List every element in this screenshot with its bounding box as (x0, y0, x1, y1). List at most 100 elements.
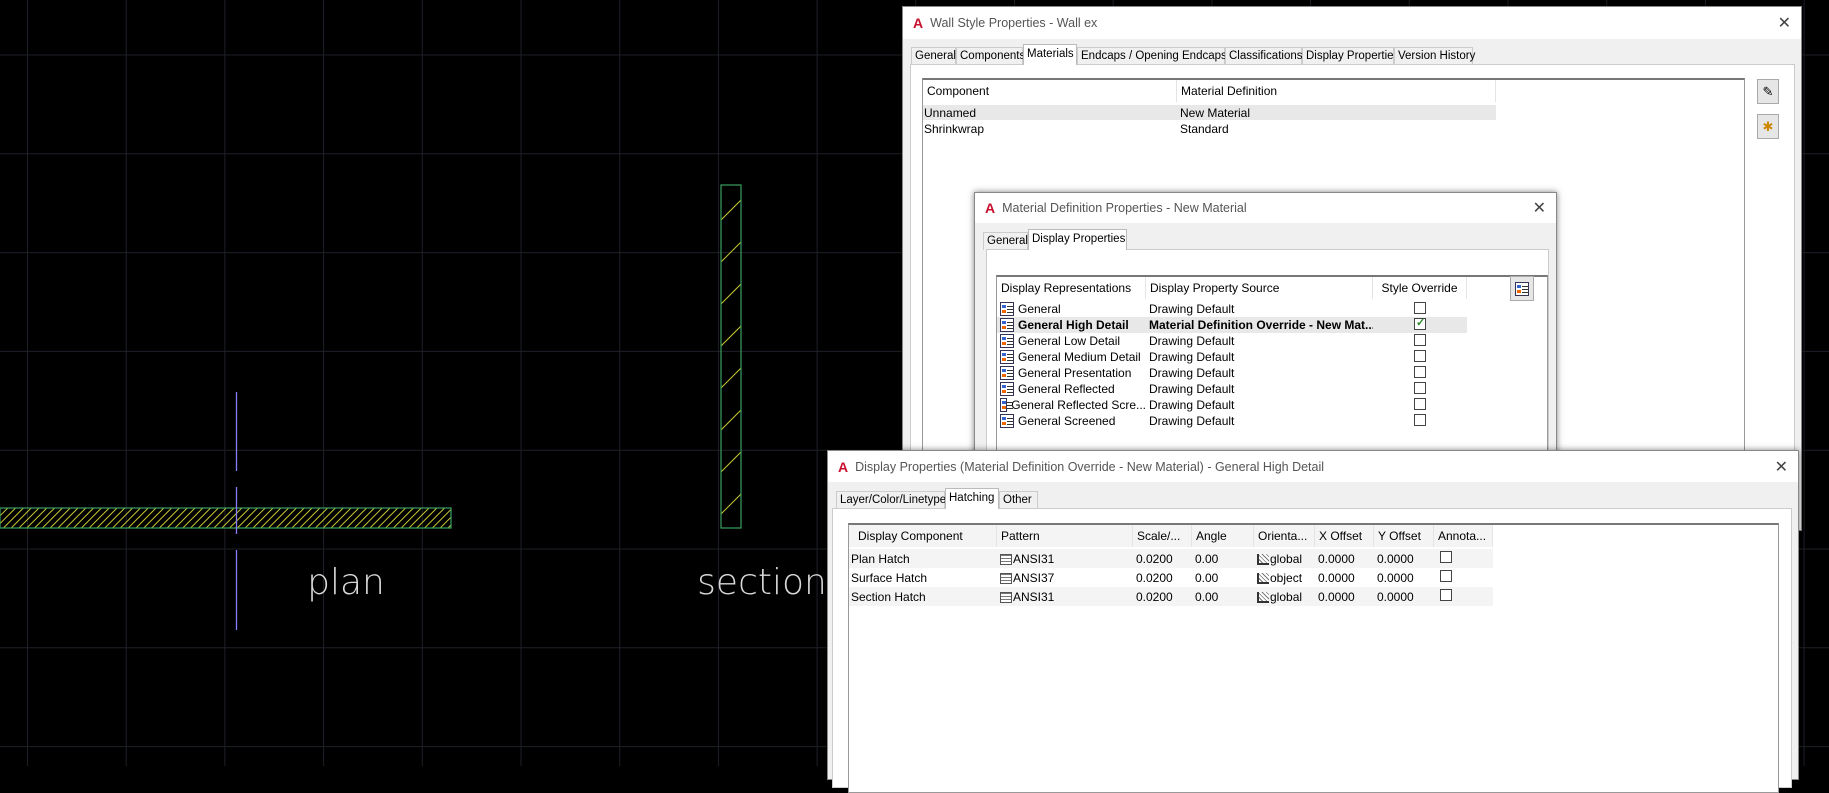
style-override-checkbox[interactable] (1414, 349, 1426, 362)
tab-components[interactable]: Components (956, 47, 1025, 65)
table-row[interactable]: Section Hatch ANSI31 0.0200 0.00 global 0.000… (849, 587, 1493, 606)
list-item[interactable]: Unnamed New Material (923, 105, 1496, 120)
tab-classifications[interactable]: Classifications (1225, 47, 1303, 65)
style-override-checkbox[interactable] (1414, 317, 1426, 330)
scale-value: 0.0200 (1136, 551, 1173, 566)
pattern-value: ANSI31 (1013, 551, 1055, 566)
style-override-checkbox[interactable] (1414, 333, 1426, 346)
component-cell: Surface Hatch (849, 571, 997, 585)
scale-cell[interactable]: 0.0200 (1133, 590, 1192, 604)
column-header-style-override[interactable]: Style Override (1373, 277, 1467, 299)
display-representation-icon (1000, 382, 1014, 396)
scale-cell[interactable]: 0.0200 (1133, 552, 1192, 566)
style-override-checkbox[interactable] (1414, 301, 1426, 314)
angle-cell[interactable]: 0.00 (1192, 590, 1254, 604)
list-item[interactable]: General Drawing Default (997, 301, 1467, 317)
list-item[interactable]: Shrinkwrap Standard (923, 121, 1496, 136)
hatch-line (393, 508, 414, 528)
new-material-button[interactable]: ✱ (1757, 114, 1779, 139)
y-offset-cell[interactable]: 0.0000 (1374, 590, 1434, 604)
hatching-components-list[interactable]: Display Component Pattern Scale/... Angle Or… (848, 523, 1779, 793)
list-item[interactable]: General Presentation Drawing Default (997, 365, 1467, 381)
display-property-source: Drawing Default (1149, 398, 1235, 412)
annotative-checkbox[interactable] (1440, 551, 1452, 563)
display-property-source: Drawing Default (1149, 350, 1235, 364)
title-bar[interactable]: A Material Definition Properties - New M… (975, 193, 1556, 223)
angle-cell[interactable]: 0.00 (1192, 552, 1254, 566)
column-header-component[interactable]: Component (923, 80, 1177, 102)
tab-materials[interactable]: Materials (1023, 44, 1077, 65)
title-bar[interactable]: A Wall Style Properties - Wall ex ✕ (903, 7, 1801, 39)
tab-version-history[interactable]: Version History (1394, 47, 1475, 65)
title-bar[interactable]: A Display Properties (Material Definitio… (828, 451, 1798, 482)
x-offset-cell[interactable]: 0.0000 (1315, 571, 1374, 585)
hatch-line (361, 508, 383, 528)
scale-cell[interactable]: 0.0200 (1133, 571, 1192, 585)
list-header: Display Component Pattern Scale/... Angle Or… (849, 525, 1493, 547)
hatch-line (166, 508, 188, 528)
tab-other[interactable]: Other (999, 491, 1038, 509)
y-offset-cell[interactable]: 0.0000 (1374, 552, 1434, 566)
tab-general[interactable]: General (983, 232, 1028, 250)
style-override-checkbox[interactable] (1414, 381, 1426, 394)
table-row[interactable]: Surface Hatch ANSI37 0.0200 0.00 object 0.000… (849, 568, 1493, 587)
close-icon[interactable]: ✕ (1777, 15, 1791, 32)
tab-display-properties[interactable]: Display Properties (1028, 229, 1127, 250)
display-properties-button[interactable] (1510, 276, 1534, 301)
scale-value: 0.0200 (1136, 570, 1173, 585)
hatch-line (439, 516, 451, 528)
tab-endcaps-opening-endcaps[interactable]: Endcaps / Opening Endcaps (1077, 47, 1227, 65)
column-header-scale[interactable]: Scale/... (1133, 525, 1192, 547)
scale-value: 0.0200 (1136, 589, 1173, 604)
column-header-display-component[interactable]: Display Component (849, 525, 997, 547)
hatch-line (182, 508, 204, 528)
column-header-y-offset[interactable]: Y Offset (1374, 525, 1434, 547)
tab-hatching[interactable]: Hatching (945, 488, 999, 509)
hatch-line (42, 508, 63, 528)
list-item[interactable]: General Reflected Drawing Default (997, 381, 1467, 397)
tab-display-properties[interactable]: Display Properties (1302, 47, 1399, 65)
display-property-source: Drawing Default (1149, 334, 1235, 348)
table-row[interactable]: Plan Hatch ANSI31 0.0200 0.00 global 0.0000 0.… (849, 549, 1493, 568)
column-header-display-representations[interactable]: Display Representations (997, 277, 1146, 299)
orientation-cell[interactable]: global (1254, 552, 1315, 566)
list-item[interactable]: General Medium Detail Drawing Default (997, 349, 1467, 365)
annotative-checkbox[interactable] (1440, 570, 1452, 582)
material-definition[interactable]: New Material (1180, 105, 1251, 120)
angle-cell[interactable]: 0.00 (1192, 571, 1254, 585)
column-header-angle[interactable]: Angle (1192, 525, 1254, 547)
x-offset-cell[interactable]: 0.0000 (1315, 552, 1374, 566)
column-header-orienta[interactable]: Orienta... (1254, 525, 1315, 547)
close-icon[interactable]: ✕ (1532, 200, 1546, 217)
close-icon[interactable]: ✕ (1774, 458, 1788, 476)
column-header-x-offset[interactable]: X Offset (1315, 525, 1374, 547)
pattern-cell[interactable]: ANSI37 (997, 571, 1133, 585)
list-item[interactable]: General Low Detail Drawing Default (997, 333, 1467, 349)
edit-material-button[interactable]: ✎ (1757, 79, 1779, 104)
component-name: Unnamed (924, 105, 977, 120)
style-override-checkbox[interactable] (1414, 413, 1426, 426)
column-header-material[interactable]: Material Definition (1177, 80, 1496, 102)
tab-layer-color-linetype[interactable]: Layer/Color/Linetype (836, 491, 946, 509)
orientation-cell[interactable]: object (1254, 571, 1315, 585)
annotative-cell (1434, 589, 1493, 604)
x-offset-cell[interactable]: 0.0000 (1315, 590, 1374, 604)
style-override-checkbox[interactable] (1414, 397, 1426, 410)
style-override-checkbox[interactable] (1414, 365, 1426, 378)
tab-general[interactable]: General (911, 47, 956, 65)
annotative-checkbox[interactable] (1440, 589, 1452, 601)
pattern-cell[interactable]: ANSI31 (997, 590, 1133, 604)
hatch-line (400, 508, 422, 528)
list-item[interactable]: General Screened Drawing Default (997, 413, 1467, 429)
orientation-cell[interactable]: global (1254, 590, 1315, 604)
hatch-line (190, 508, 211, 528)
column-header-pattern[interactable]: Pattern (997, 525, 1133, 547)
list-item[interactable]: General High Detail Material Definition O… (997, 317, 1467, 333)
component-value: Section Hatch (851, 589, 926, 604)
material-definition[interactable]: Standard (1180, 121, 1229, 136)
pattern-cell[interactable]: ANSI31 (997, 552, 1133, 566)
column-header-display-property-source[interactable]: Display Property Source (1146, 277, 1373, 299)
y-offset-cell[interactable]: 0.0000 (1374, 571, 1434, 585)
column-header-annota[interactable]: Annota... (1434, 525, 1493, 547)
list-item[interactable]: General Reflected Scre... Drawing Default (997, 397, 1467, 413)
